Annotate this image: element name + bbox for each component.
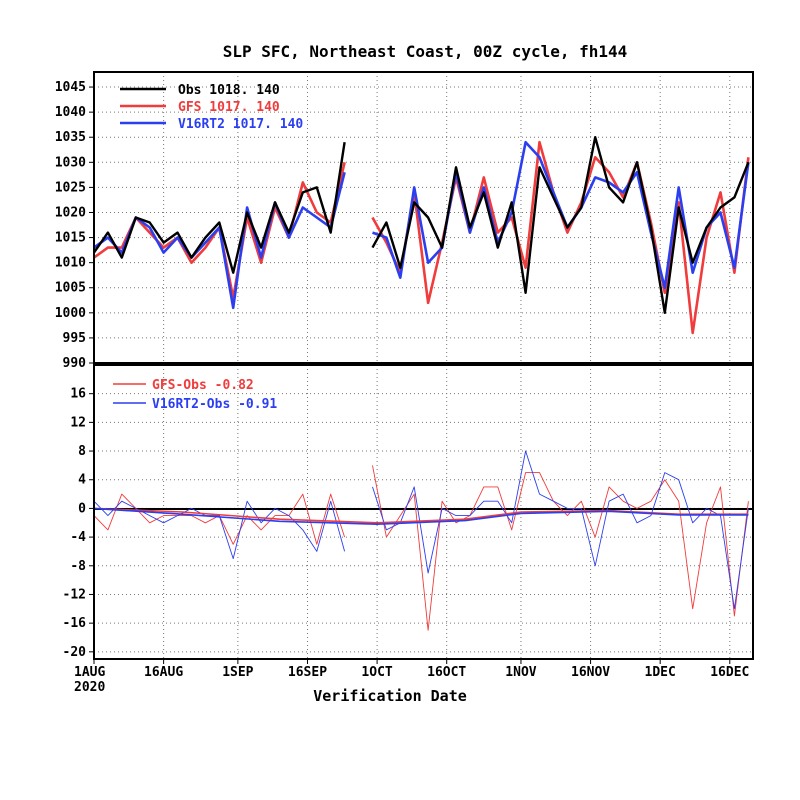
top-panel: 990 995 1000 1005 1010 1015 1020 1025 1030 1035 10… (55, 71, 754, 371)
x-tick-label: 1NOV (505, 665, 536, 680)
bottom-y-ticks: -20 -16 -12 -8 -4 0 4 8 12 16 (63, 387, 94, 660)
bottom-y-tick-label: 16 (70, 387, 86, 402)
legend-entry-gfs: GFS 1017. 140 (178, 100, 280, 115)
legend-entry-gfs-obs: GFS-Obs -0.82 (152, 378, 254, 393)
top-plot-frame (93, 71, 754, 364)
bottom-y-tick-label: 8 (78, 444, 86, 459)
legend-entry-obs: Obs 1018. 140 (178, 83, 280, 98)
x-axis-label: Verification Date (313, 687, 467, 705)
x-tick-label: 1SEP (222, 665, 253, 680)
bottom-y-tick-label: 0 (78, 501, 86, 516)
x-tick-label: 1OCT (361, 665, 392, 680)
bottom-plot-frame (93, 364, 754, 660)
top-y-tick-label: 1040 (55, 105, 86, 120)
top-y-tick-label: 1005 (55, 281, 86, 296)
x-axis-ticks: 1AUG 16AUG 1SEP 16SEP 1OCT 16OCT 1NOV 16NOV 1DEC… (74, 659, 749, 680)
bottom-y-tick-label: -20 (63, 645, 87, 660)
x-tick-label: 16NOV (571, 665, 610, 680)
x-tick-label: 1AUG (74, 665, 105, 680)
top-y-tick-label: 1025 (55, 180, 86, 195)
legend-entry-v16rt2: V16RT2 1017. 140 (178, 117, 303, 132)
x-tick-label: 16DEC (710, 665, 749, 680)
bottom-y-tick-label: 4 (78, 473, 86, 488)
v16rt2-minus-obs-mean-line (93, 507, 749, 525)
top-y-tick-label: 1035 (55, 130, 86, 145)
top-y-ticks: 990 995 1000 1005 1010 1015 1020 1025 1030 1035 10… (55, 80, 94, 371)
top-y-tick-label: 1030 (55, 155, 86, 170)
top-y-tick-label: 1010 (55, 256, 86, 271)
x-tick-label: 16AUG (144, 665, 183, 680)
top-grid (94, 72, 753, 363)
top-y-tick-label: 1020 (55, 205, 86, 220)
bottom-series (93, 450, 749, 631)
x-year-label: 2020 (74, 680, 105, 695)
x-tick-label: 16OCT (427, 665, 466, 680)
legend-entry-v16rt2-obs: V16RT2-Obs -0.91 (152, 397, 277, 412)
x-tick-label: 1DEC (645, 665, 676, 680)
top-y-tick-label: 1015 (55, 231, 86, 246)
top-series (93, 136, 750, 335)
gfs-minus-obs-line (93, 465, 749, 631)
top-legend: Obs 1018. 140 GFS 1017. 140 V16RT2 1017. 1… (120, 83, 303, 132)
bottom-y-tick-label: -4 (70, 530, 86, 545)
bottom-y-tick-label: -12 (63, 587, 86, 602)
top-y-tick-label: 995 (63, 331, 86, 346)
bottom-panel: -20 -16 -12 -8 -4 0 4 8 12 16 GFS-Obs -0.82 V16RT2… (63, 364, 754, 660)
bottom-y-tick-label: -16 (63, 616, 87, 631)
bottom-grid (94, 365, 753, 659)
bottom-y-tick-label: -8 (70, 559, 86, 574)
top-y-tick-label: 990 (63, 356, 87, 371)
obs-series-line (93, 136, 750, 314)
bottom-y-tick-label: 12 (70, 415, 86, 430)
v16rt2-minus-obs-line (93, 450, 749, 610)
top-y-tick-label: 1000 (55, 306, 86, 321)
bottom-legend: GFS-Obs -0.82 V16RT2-Obs -0.91 (113, 378, 277, 412)
x-tick-label: 16SEP (288, 665, 327, 680)
top-y-tick-label: 1045 (55, 80, 86, 95)
chart-title: SLP SFC, Northeast Coast, 00Z cycle, fh1… (223, 42, 628, 61)
